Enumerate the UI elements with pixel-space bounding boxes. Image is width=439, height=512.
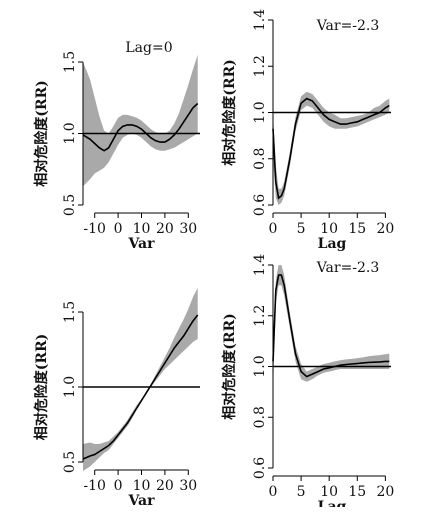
- y-tick-label: 1.4: [252, 9, 268, 31]
- confidence-band: [83, 54, 198, 187]
- y-tick-label: 1.0: [252, 101, 268, 123]
- panel-title: Var=-2.3: [316, 18, 380, 34]
- panel-3: 0.5 1.0 1.5 -10 0 10 20 30 Var 相对危险度(RR): [33, 288, 200, 509]
- y-axis-title: 相对危险度(RR): [221, 313, 238, 420]
- x-axis-title: Lag: [318, 499, 347, 507]
- x-tick-label: 10: [320, 221, 338, 237]
- estimate-line: [82, 102, 199, 152]
- y-axis-title: 相对危险度(RR): [33, 334, 50, 441]
- x-tick-label: 0: [114, 221, 123, 237]
- estimate-line: [272, 274, 390, 378]
- x-tick-label: 0: [269, 221, 278, 237]
- x-tick-label: -10: [83, 478, 106, 494]
- x-tick-label: 20: [156, 478, 174, 494]
- panel-title: Var=-2.3: [316, 260, 380, 276]
- y-tick-label: 1.0: [62, 376, 78, 398]
- x-tick-label: 15: [348, 484, 366, 500]
- panel-1: 0.5 1.0 1.5 -10 0 10 20 30 Var 相对危险度(RR) Lag=0: [33, 40, 200, 252]
- confidence-band: [273, 265, 390, 392]
- x-axis-title: Var: [127, 236, 155, 252]
- x-tick-label: 5: [297, 221, 306, 237]
- x-axis-title: Lag: [318, 236, 347, 252]
- x-axis-title: Var: [127, 493, 155, 507]
- y-tick-label: 0.5: [62, 451, 78, 473]
- x-tick-label: 20: [376, 484, 394, 500]
- estimate-line: [272, 97, 390, 200]
- x-tick-label: 10: [320, 484, 338, 500]
- panel-4: 0.6 0.8 1.0 1.2 1.4 0 5 10 15 20 Lag 相对危险度(RR) Var=-…: [221, 254, 394, 512]
- x-tick-label: -10: [83, 221, 106, 237]
- y-tick-label: 1.0: [252, 355, 268, 377]
- y-tick-label: 1.2: [252, 55, 268, 77]
- y-tick-label: 0.6: [252, 194, 268, 216]
- y-axis-title: 相对危险度(RR): [221, 59, 238, 166]
- y-tick-label: 0.6: [252, 457, 268, 479]
- y-tick-label: 1.4: [252, 254, 268, 276]
- y-tick-label: 1.2: [252, 305, 268, 327]
- x-tick-label: 15: [348, 221, 366, 237]
- x-tick-label: 10: [133, 478, 151, 494]
- y-tick-label: 0.8: [252, 406, 268, 428]
- x-tick-label: 10: [133, 221, 151, 237]
- x-tick-label: 30: [179, 478, 197, 494]
- y-tick-label: 1.0: [62, 122, 78, 144]
- x-tick-label: 5: [297, 484, 306, 500]
- confidence-band: [83, 288, 198, 471]
- panel-title: Lag=0: [125, 40, 172, 56]
- x-tick-label: 0: [114, 478, 123, 494]
- x-tick-label: 20: [376, 221, 394, 237]
- confidence-band: [273, 91, 390, 205]
- y-tick-label: 1.5: [62, 51, 78, 73]
- estimate-line: [82, 314, 199, 460]
- x-tick-label: 30: [179, 221, 197, 237]
- y-axis-title: 相对危险度(RR): [33, 80, 50, 187]
- y-tick-label: 0.8: [252, 148, 268, 170]
- x-tick-label: 0: [269, 484, 278, 500]
- panel-2: 0.6 0.8 1.0 1.2 1.4 0 5 10 15 20 Lag 相对危险度(RR) Var=-…: [221, 9, 394, 252]
- y-tick-label: 0.5: [62, 194, 78, 216]
- y-tick-label: 1.5: [62, 301, 78, 323]
- x-tick-label: 20: [156, 221, 174, 237]
